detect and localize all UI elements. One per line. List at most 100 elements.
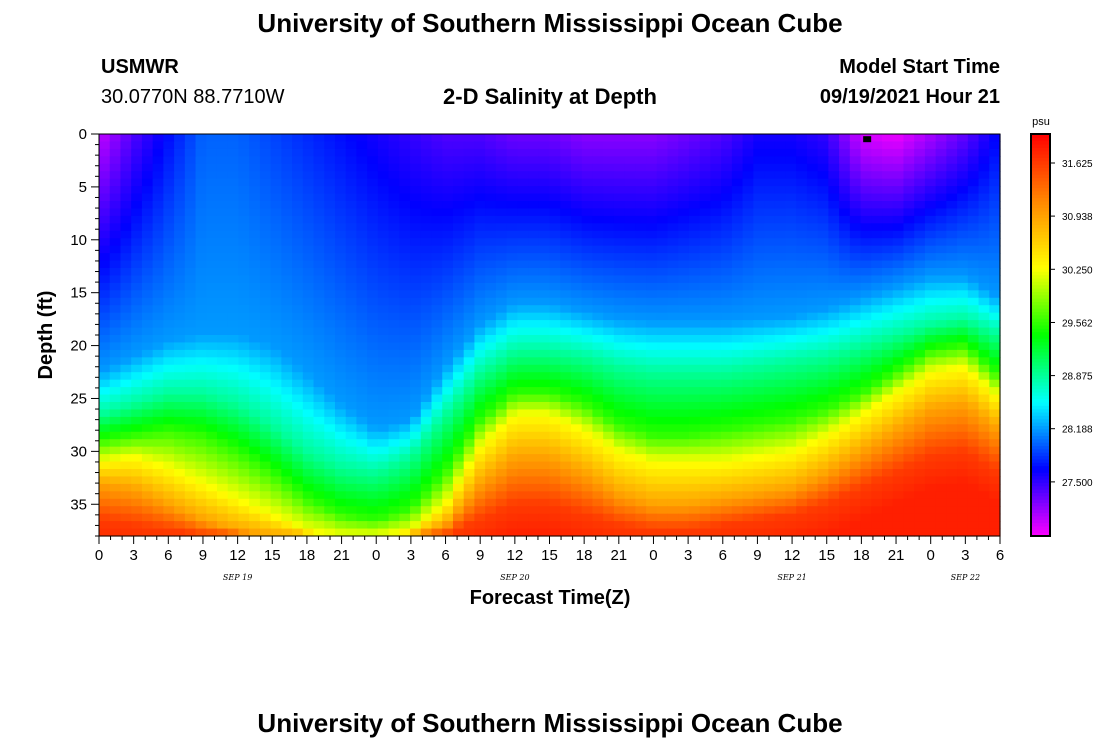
heatmap-cell	[570, 215, 583, 224]
heatmap-cell	[528, 342, 540, 351]
heatmap-cell	[259, 193, 272, 202]
heatmap-cell	[646, 521, 658, 530]
heatmap-cell	[839, 476, 851, 485]
heatmap-cell	[871, 446, 883, 455]
heatmap-cell	[774, 387, 787, 396]
heatmap-cell	[356, 506, 368, 515]
colorbar-segment	[1031, 358, 1050, 363]
heatmap-cell	[882, 141, 894, 150]
heatmap-cell	[410, 156, 422, 165]
heatmap-cell	[914, 439, 926, 448]
heatmap-cell	[420, 282, 433, 291]
heatmap-cell	[452, 253, 465, 262]
heatmap-cell	[420, 178, 433, 187]
heatmap-cell	[463, 245, 476, 254]
heatmap-cell	[946, 163, 958, 172]
heatmap-cell	[528, 215, 540, 224]
heatmap-cell	[152, 409, 164, 418]
heatmap-cell	[206, 178, 218, 187]
heatmap-cell	[270, 245, 282, 254]
heatmap-cell	[549, 513, 561, 522]
heatmap-cell	[839, 469, 851, 478]
heatmap-cell	[420, 223, 433, 232]
heatmap-cell	[957, 253, 969, 262]
colorbar-segment	[1031, 251, 1050, 256]
heatmap-cell	[324, 163, 336, 172]
heatmap-cell	[120, 521, 132, 530]
heatmap-cell	[978, 141, 990, 150]
heatmap-cell	[517, 416, 529, 425]
heatmap-cell	[924, 483, 937, 492]
heatmap-cell	[506, 141, 518, 150]
heatmap-cell	[109, 342, 122, 351]
heatmap-cell	[699, 253, 711, 262]
heatmap-cell	[495, 141, 508, 150]
heatmap-cell	[538, 171, 551, 180]
heatmap-cell	[839, 364, 851, 373]
heatmap-cell	[195, 186, 207, 195]
heatmap-cell	[131, 268, 143, 277]
heatmap-cell	[302, 290, 315, 299]
heatmap-cell	[581, 148, 594, 157]
heatmap-cell	[882, 424, 894, 433]
heatmap-cell	[592, 431, 604, 440]
heatmap-cell	[485, 171, 497, 180]
heatmap-cell	[367, 364, 379, 373]
heatmap-cell	[892, 215, 905, 224]
heatmap-cell	[882, 528, 894, 537]
heatmap-cell	[742, 439, 754, 448]
heatmap-cell	[238, 431, 250, 440]
heatmap-cell	[806, 342, 819, 351]
heatmap-cell	[195, 424, 207, 433]
heatmap-cell	[334, 141, 347, 150]
heatmap-cell	[302, 424, 315, 433]
x-tick-label: 9	[476, 547, 484, 564]
heatmap-cell	[892, 461, 905, 470]
heatmap-cell	[356, 394, 368, 403]
heatmap-cell	[334, 409, 347, 418]
heatmap-cell	[388, 178, 400, 187]
heatmap-cell	[442, 498, 454, 507]
heatmap-cell	[131, 416, 143, 425]
heatmap-cell	[517, 268, 529, 277]
x-tick-label: 0	[95, 547, 103, 564]
heatmap-cell	[431, 312, 443, 321]
heatmap-cell	[152, 446, 164, 455]
heatmap-cell	[495, 431, 508, 440]
heatmap-cell	[828, 290, 840, 299]
heatmap-cell	[410, 275, 422, 284]
heatmap-cell	[431, 528, 443, 537]
heatmap-cell	[646, 134, 658, 143]
heatmap-cell	[785, 297, 797, 306]
heatmap-cell	[109, 454, 122, 463]
heatmap-cell	[528, 178, 540, 187]
heatmap-cell	[388, 327, 400, 336]
heatmap-cell	[678, 134, 690, 143]
colorbar-segment	[1031, 278, 1050, 282]
heatmap-cell	[710, 364, 722, 373]
heatmap-cell	[216, 193, 229, 202]
heatmap-cell	[517, 349, 529, 358]
heatmap-cell	[163, 506, 175, 515]
heatmap-cell	[946, 476, 958, 485]
heatmap-cell	[184, 483, 197, 492]
heatmap-cell	[259, 260, 272, 269]
heatmap-cell	[109, 141, 122, 150]
heatmap-cell	[753, 476, 765, 485]
heatmap-cell	[796, 215, 808, 224]
heatmap-cell	[313, 238, 325, 247]
heatmap-cell	[688, 491, 701, 500]
heatmap-cell	[227, 357, 240, 366]
heatmap-cell	[420, 387, 433, 396]
heatmap-cell	[892, 163, 905, 172]
heatmap-cell	[152, 342, 164, 351]
heatmap-cell	[957, 409, 969, 418]
heatmap-cell	[141, 357, 154, 366]
heatmap-cell	[849, 253, 862, 262]
heatmap-cell	[796, 409, 808, 418]
heatmap-cell	[141, 253, 154, 262]
heatmap-cell	[292, 364, 304, 373]
heatmap-cell	[646, 223, 658, 232]
heatmap-cell	[828, 297, 840, 306]
heatmap-cell	[345, 416, 358, 425]
